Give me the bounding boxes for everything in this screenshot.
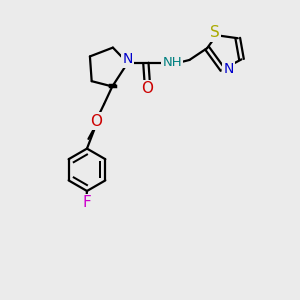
Text: O: O (90, 114, 102, 129)
Text: N: N (122, 52, 133, 66)
Text: N: N (223, 62, 234, 76)
Text: O: O (141, 81, 153, 96)
Text: F: F (82, 195, 91, 210)
Text: NH: NH (163, 56, 182, 69)
Text: S: S (210, 26, 220, 40)
